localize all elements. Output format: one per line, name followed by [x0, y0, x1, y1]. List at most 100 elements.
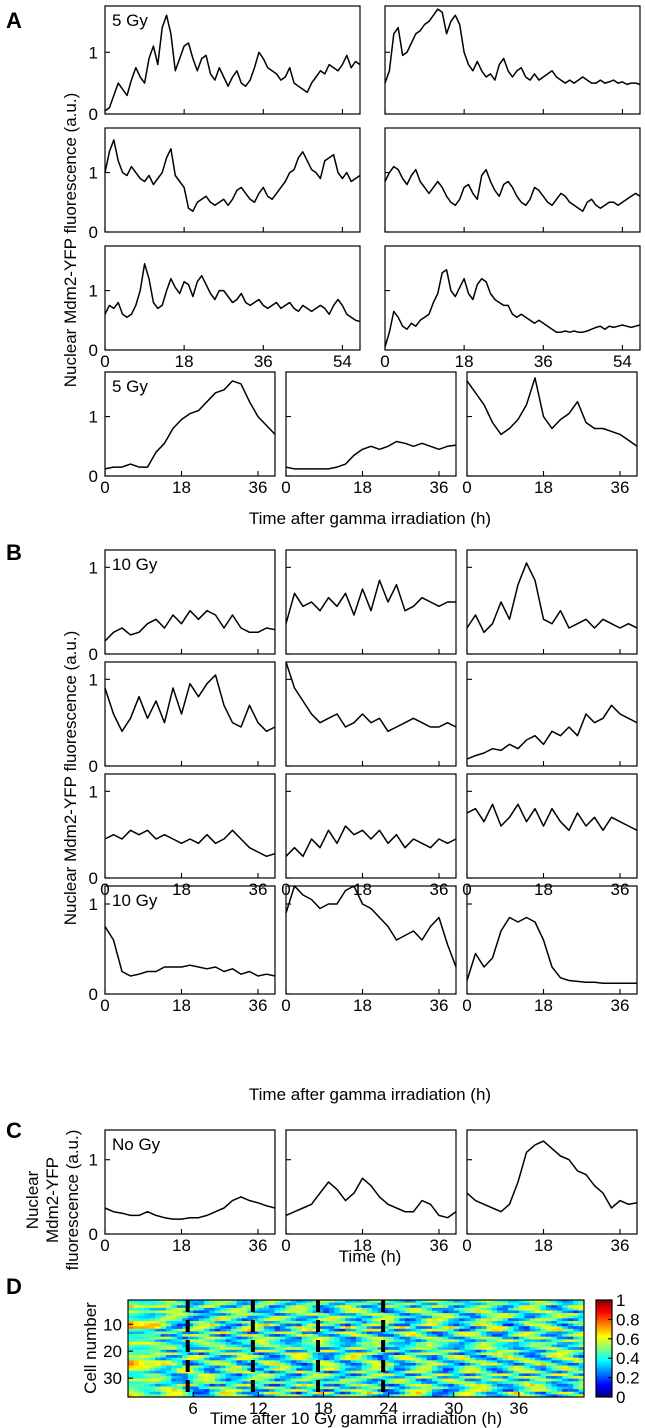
heatmap-cell: [318, 1355, 324, 1359]
heatmap-cell: [399, 1300, 406, 1304]
heatmap-cell: [296, 1320, 303, 1324]
heatmap-cell: [383, 1386, 389, 1390]
heatmap-cell: [470, 1360, 476, 1364]
heatmap-cell: [480, 1300, 487, 1304]
heatmap-cell: [480, 1320, 487, 1324]
heatmap-cell: [464, 1370, 471, 1374]
heatmap-cell: [513, 1305, 520, 1309]
heatmap-cell: [562, 1355, 569, 1359]
heatmap-cell: [345, 1300, 351, 1304]
heatmap-cell: [356, 1352, 362, 1356]
heatmap-cell: [312, 1334, 319, 1338]
heatmap-cell: [160, 1302, 167, 1306]
heatmap-cell: [328, 1307, 335, 1311]
heatmap-cell: [263, 1344, 270, 1348]
heatmap-cell: [404, 1344, 411, 1348]
heatmap-cell: [274, 1341, 281, 1345]
heatmap-cell: [296, 1334, 303, 1338]
colorbar-segment: [596, 1348, 612, 1351]
heatmap-cell: [578, 1313, 585, 1317]
heatmap-cell: [193, 1315, 199, 1319]
heatmap-cell: [182, 1307, 189, 1311]
heatmap-cell: [128, 1341, 134, 1345]
heatmap-cell: [518, 1323, 525, 1327]
heatmap-cell: [231, 1368, 237, 1372]
heatmap-cell: [220, 1320, 227, 1324]
heatmap-cell: [323, 1323, 330, 1327]
heatmap-cell: [470, 1378, 476, 1382]
heatmap-cell: [209, 1305, 216, 1309]
heatmap-cell: [166, 1344, 172, 1348]
heatmap-cell: [453, 1341, 460, 1345]
heatmap-cell: [388, 1386, 395, 1390]
heatmap-cell: [290, 1376, 297, 1380]
heatmap-cell: [198, 1320, 205, 1324]
heatmap-cell: [138, 1383, 145, 1387]
heatmap-cell: [198, 1373, 205, 1377]
heatmap-cell: [149, 1305, 156, 1309]
heatmap-cell: [546, 1360, 552, 1364]
heatmap-cell: [258, 1370, 265, 1374]
heatmap-cell: [404, 1349, 411, 1353]
heatmap-cell: [497, 1318, 503, 1322]
heatmap-cell: [307, 1310, 313, 1314]
heatmap-cell: [529, 1391, 536, 1395]
heatmap-cell: [269, 1352, 275, 1356]
panel-c-2-trace: [285, 1177, 457, 1219]
heatmap-cell: [502, 1331, 509, 1335]
heatmap-cell: [171, 1389, 178, 1393]
heatmap-cell: [307, 1368, 313, 1372]
heatmap-cell: [128, 1394, 134, 1398]
heatmap-cell: [508, 1344, 514, 1348]
heatmap-cell: [176, 1326, 183, 1330]
heatmap-cell: [149, 1355, 156, 1359]
heatmap-cell: [214, 1336, 221, 1340]
heatmap-cell: [518, 1373, 525, 1377]
heatmap-cell: [214, 1318, 221, 1322]
heatmap-cell: [318, 1386, 324, 1390]
heatmap-cell: [290, 1394, 297, 1398]
heatmap-cell: [480, 1376, 487, 1380]
heatmap-cell: [361, 1383, 368, 1387]
heatmap-cell: [421, 1389, 427, 1393]
heatmap-cell: [138, 1315, 145, 1319]
heatmap-cell: [546, 1323, 552, 1327]
heatmap-cell: [285, 1381, 292, 1385]
heatmap-cell: [144, 1365, 151, 1369]
heatmap-cell: [252, 1370, 259, 1374]
heatmap-cell: [540, 1305, 547, 1309]
heatmap-cell: [361, 1347, 368, 1351]
heatmap-cell: [562, 1381, 569, 1385]
heatmap-cell: [144, 1381, 151, 1385]
heatmap-cell: [356, 1365, 362, 1369]
heatmap-cell: [535, 1344, 541, 1348]
heatmap-cell: [247, 1362, 254, 1366]
heatmap-cell: [377, 1370, 384, 1374]
heatmap-cell: [176, 1347, 183, 1351]
colorbar-segment: [596, 1327, 612, 1330]
heatmap-cell: [529, 1300, 536, 1304]
heatmap-cell: [480, 1336, 487, 1340]
heatmap-cell: [464, 1318, 471, 1322]
heatmap-cell: [562, 1360, 569, 1364]
heatmap-cell: [225, 1320, 232, 1324]
heatmap-cell: [383, 1328, 389, 1332]
heatmap-cell: [366, 1370, 373, 1374]
heatmap-cell: [301, 1357, 308, 1361]
heatmap-cell: [307, 1323, 313, 1327]
heatmap-cell: [204, 1381, 210, 1385]
heatmap-cells: [128, 1300, 585, 1398]
heatmap-cell: [155, 1310, 161, 1314]
heatmap-cell: [383, 1383, 389, 1387]
heatmap-cell: [421, 1339, 427, 1343]
heatmap-cell: [556, 1347, 563, 1351]
heatmap-cell: [182, 1300, 189, 1304]
heatmap-cell: [502, 1318, 509, 1322]
heatmap-cell: [209, 1381, 216, 1385]
heatmap-cell: [497, 1331, 503, 1335]
heatmap-cell: [556, 1328, 563, 1332]
heatmap-cell: [448, 1360, 455, 1364]
heatmap-cell: [296, 1302, 303, 1306]
heatmap-cell: [475, 1389, 482, 1393]
heatmap-cell: [214, 1394, 221, 1398]
